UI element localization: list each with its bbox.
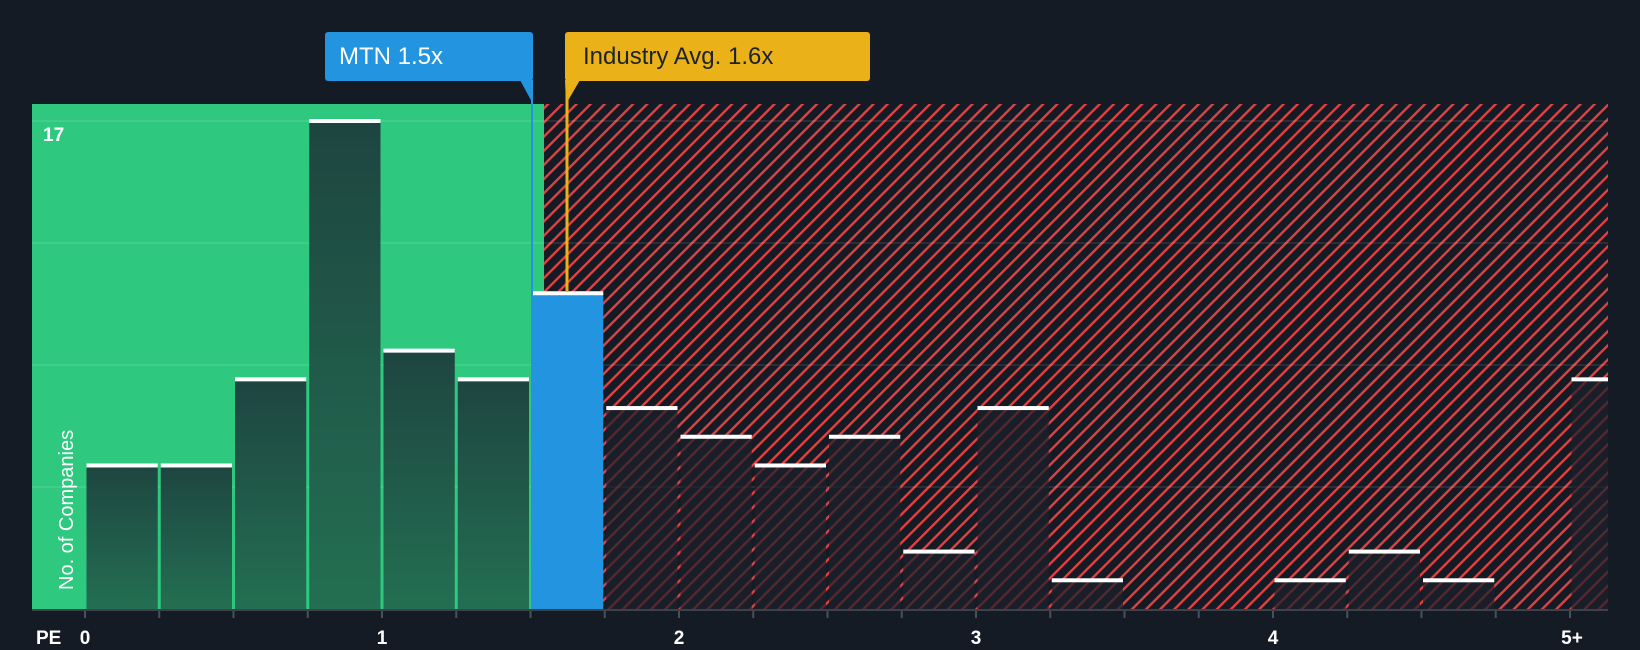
x-axis (32, 609, 1608, 618)
industry-callout-pointer (565, 80, 580, 104)
histogram-bar (754, 463, 826, 609)
histogram-bar (1571, 377, 1608, 609)
industry-avg-label: Industry Avg. 1.6x (583, 43, 774, 70)
histogram-bar (977, 406, 1049, 609)
x-tick-label: 4 (1267, 628, 1279, 649)
x-axis-title: PE (36, 628, 62, 649)
histogram-bar (160, 463, 232, 609)
bar-cap (829, 434, 901, 439)
histogram-bar (680, 434, 752, 609)
bar-cap (1051, 578, 1123, 583)
histogram-bar (309, 119, 381, 609)
company-callout-pointer (520, 80, 533, 104)
histogram-bar (1051, 578, 1123, 609)
x-tick-label: 0 (79, 628, 91, 649)
histogram-bar (1423, 578, 1495, 609)
bar-cap (606, 406, 678, 411)
histogram-bar (86, 463, 158, 609)
bar-cap (1348, 549, 1420, 554)
histogram-bar (1348, 549, 1420, 609)
company-pe-callout: MTN 1.5x (325, 32, 533, 81)
bar-cap (903, 549, 975, 554)
bar-cap (383, 348, 455, 353)
histogram-bar (829, 434, 901, 609)
bar-cap (977, 406, 1049, 411)
histogram-bar (606, 406, 678, 609)
marker-lines (520, 80, 580, 609)
bar-cap (1423, 578, 1495, 583)
company-pe-label: MTN 1.5x (339, 43, 444, 70)
y-max-tick-label: 17 (43, 125, 65, 146)
bar-cap (1571, 377, 1608, 382)
bar-cap (532, 291, 604, 296)
histogram-bar (532, 291, 604, 609)
bar-cap (680, 434, 752, 439)
bar-cap (235, 377, 307, 382)
bar-cap (86, 463, 158, 468)
bar-cap (1274, 578, 1346, 583)
bar-cap (754, 463, 826, 468)
x-tick-label: 5+ (1561, 628, 1583, 649)
x-tick-label: 3 (970, 628, 982, 649)
bar-cap (457, 377, 529, 382)
histogram-bar (1274, 578, 1346, 609)
x-tick-label: 1 (376, 628, 388, 649)
industry-avg-callout: Industry Avg. 1.6x (565, 32, 870, 81)
histogram-bar (383, 348, 455, 609)
histogram-bar (457, 377, 529, 609)
histogram-bars (86, 119, 1608, 609)
histogram-bar (903, 549, 975, 609)
x-tick-label: 2 (673, 628, 685, 649)
histogram-bar (235, 377, 307, 609)
bar-cap (160, 463, 232, 468)
y-axis-title: No. of Companies (56, 429, 78, 590)
bar-cap (309, 119, 381, 123)
